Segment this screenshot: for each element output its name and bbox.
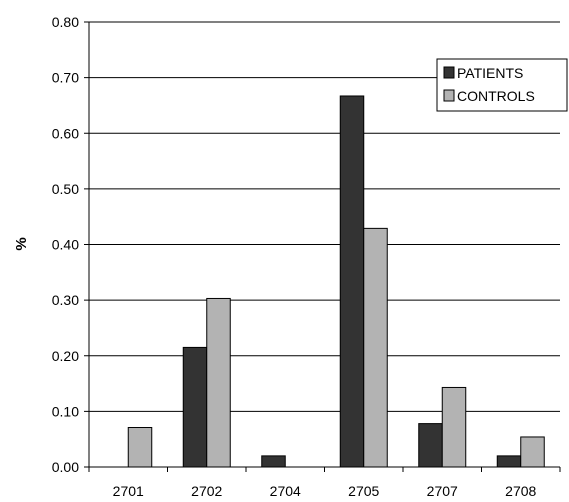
x-tick-label: 2702 bbox=[191, 483, 222, 499]
bar-patients-2702 bbox=[182, 346, 208, 468]
x-tick-label: 2708 bbox=[505, 483, 536, 499]
bar-controls-2708 bbox=[520, 436, 545, 468]
x-tick-label: 2707 bbox=[427, 483, 458, 499]
bars bbox=[127, 95, 545, 468]
y-tick-label: 0.40 bbox=[52, 237, 79, 253]
y-tick-label: 0.00 bbox=[52, 459, 79, 475]
legend-box bbox=[436, 58, 568, 112]
y-tick-label: 0.30 bbox=[52, 292, 79, 308]
x-tick-label: 2701 bbox=[113, 483, 144, 499]
y-tick-label: 0.50 bbox=[52, 181, 79, 197]
y-tick-label: 0.10 bbox=[52, 403, 79, 419]
y-axis-ticks: 0.00 0.10 0.20 0.30 0.40 0.50 0.60 0.70 0.80 bbox=[52, 14, 89, 475]
bar-controls-2701 bbox=[127, 427, 153, 468]
x-tick-label: 2705 bbox=[348, 483, 379, 499]
bar-controls-2705 bbox=[363, 227, 388, 468]
legend-swatch-patients bbox=[443, 66, 455, 79]
legend-swatch-controls bbox=[443, 89, 455, 102]
bar-patients-2708 bbox=[496, 455, 522, 468]
y-tick-label: 0.60 bbox=[52, 125, 79, 141]
gridlines bbox=[89, 21, 560, 412]
legend-label-controls: CONTROLS bbox=[457, 88, 535, 104]
legend-label-patients: PATIENTS bbox=[457, 65, 523, 81]
legend: PATIENTS CONTROLS bbox=[436, 58, 568, 112]
bar-controls-2702 bbox=[206, 297, 231, 468]
bar-controls-2707 bbox=[441, 386, 467, 468]
bar-patients-2707 bbox=[418, 423, 443, 468]
x-tick-label: 2704 bbox=[270, 483, 301, 499]
x-axis-ticks: 2701 2702 2704 2705 2707 2708 bbox=[88, 467, 561, 499]
bar-patients-2704 bbox=[261, 455, 286, 468]
y-tick-label: 0.80 bbox=[52, 14, 79, 30]
bar-patients-2705 bbox=[339, 95, 365, 468]
y-axis-title: % bbox=[13, 237, 30, 250]
y-tick-label: 0.20 bbox=[52, 348, 79, 364]
y-tick-label: 0.70 bbox=[52, 70, 79, 86]
